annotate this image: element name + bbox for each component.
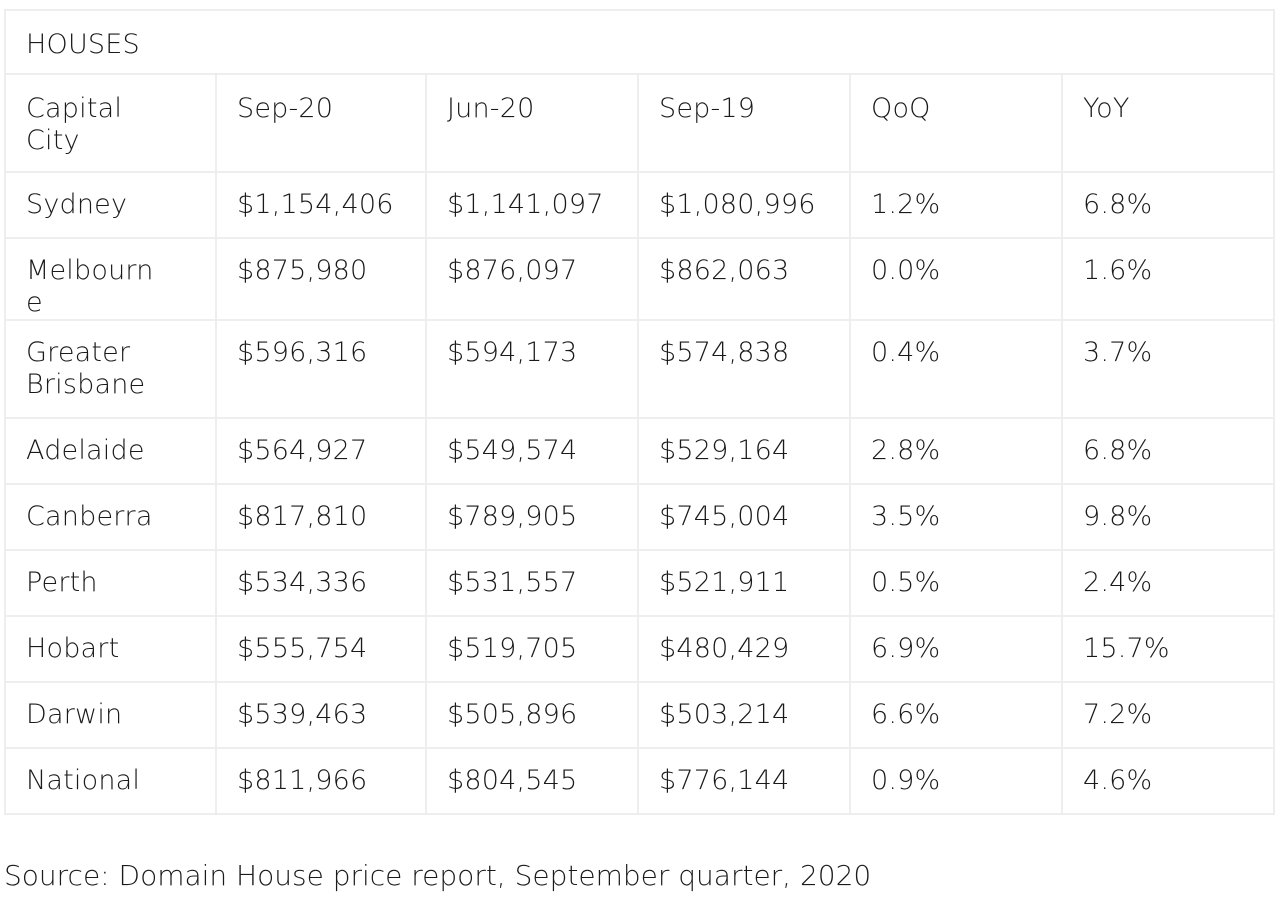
cell-sep-19: $1,080,996	[637, 171, 851, 239]
cell-yoy: 6.8%	[1060, 171, 1276, 239]
table-row: Canberra $817,810 $789,905 $745,004 3.5% 9.8%	[4, 483, 1276, 551]
cell-yoy: 6.8%	[1060, 417, 1276, 485]
cell-capital-city: Canberra	[4, 483, 217, 551]
cell-sep-20: $555,754	[215, 615, 427, 683]
cell-yoy: 7.2%	[1060, 681, 1276, 749]
cell-jun-20: $549,574	[425, 417, 639, 485]
cell-sep-19: $521,911	[637, 549, 851, 617]
cell-yoy: 1.6%	[1060, 237, 1276, 321]
cell-capital-city: Greater Brisbane	[4, 319, 217, 419]
table-row: Hobart $555,754 $519,705 $480,429 6.9% 15.7%	[4, 615, 1276, 683]
cell-jun-20: $876,097	[425, 237, 639, 321]
cell-yoy: 15.7%	[1060, 615, 1276, 683]
table-row: Perth $534,336 $531,557 $521,911 0.5% 2.4%	[4, 549, 1276, 617]
cell-sep-19: $529,164	[637, 417, 851, 485]
cell-capital-city: Darwin	[4, 681, 217, 749]
column-header-yoy: YoY	[1060, 73, 1276, 173]
cell-jun-20: $594,173	[425, 319, 639, 419]
cell-sep-20: $1,154,406	[215, 171, 427, 239]
cell-jun-20: $1,141,097	[425, 171, 639, 239]
cell-qoq: 0.0%	[849, 237, 1063, 321]
column-header-jun-20: Jun-20	[425, 73, 639, 173]
column-header-capital-city: Capital City	[4, 73, 217, 173]
cell-yoy: 4.6%	[1060, 747, 1276, 815]
table-row: Darwin $539,463 $505,896 $503,214 6.6% 7.2%	[4, 681, 1276, 749]
cell-qoq: 0.9%	[849, 747, 1063, 815]
cell-capital-city: Perth	[4, 549, 217, 617]
table-title: HOUSES	[3, 9, 1276, 75]
cell-capital-city: Hobart	[4, 615, 217, 683]
cell-sep-20: $534,336	[215, 549, 427, 617]
house-price-table: HOUSES Capital City Sep-20 Jun-20 Sep-19…	[3, 9, 1276, 815]
cell-jun-20: $505,896	[425, 681, 639, 749]
cell-sep-19: $776,144	[637, 747, 851, 815]
cell-jun-20: $531,557	[425, 549, 639, 617]
cell-qoq: 6.9%	[849, 615, 1063, 683]
price-table-container: HOUSES Capital City Sep-20 Jun-20 Sep-19…	[3, 9, 1276, 815]
table-header-row: Capital City Sep-20 Jun-20 Sep-19 QoQ Yo…	[4, 73, 1276, 173]
source-note: Source: Domain House price report, Septe…	[4, 859, 872, 892]
column-header-sep-20: Sep-20	[215, 73, 427, 173]
cell-sep-20: $596,316	[215, 319, 427, 419]
table-row: Sydney $1,154,406 $1,141,097 $1,080,996 1.2%…	[4, 171, 1276, 239]
cell-sep-20: $539,463	[215, 681, 427, 749]
cell-qoq: 0.5%	[849, 549, 1063, 617]
cell-sep-20: $875,980	[215, 237, 427, 321]
table-row: Adelaide $564,927 $549,574 $529,164 2.8% 6.8%	[4, 417, 1276, 485]
table-title-row: HOUSES	[3, 9, 1276, 75]
table-row: Melbourne $875,980 $876,097 $862,063 0.0% 1.6…	[4, 237, 1276, 321]
cell-qoq: 6.6%	[849, 681, 1063, 749]
cell-jun-20: $519,705	[425, 615, 639, 683]
cell-yoy: 9.8%	[1060, 483, 1276, 551]
cell-qoq: 0.4%	[849, 319, 1063, 419]
cell-qoq: 1.2%	[849, 171, 1063, 239]
column-header-sep-19: Sep-19	[637, 73, 851, 173]
cell-sep-20: $564,927	[215, 417, 427, 485]
cell-capital-city: Sydney	[4, 171, 217, 239]
cell-sep-19: $574,838	[637, 319, 851, 419]
cell-jun-20: $789,905	[425, 483, 639, 551]
cell-capital-city: National	[4, 747, 217, 815]
cell-sep-19: $503,214	[637, 681, 851, 749]
cell-qoq: 2.8%	[849, 417, 1063, 485]
cell-yoy: 2.4%	[1060, 549, 1276, 617]
cell-jun-20: $804,545	[425, 747, 639, 815]
cell-sep-19: $745,004	[637, 483, 851, 551]
cell-sep-19: $862,063	[637, 237, 851, 321]
cell-qoq: 3.5%	[849, 483, 1063, 551]
cell-sep-20: $811,966	[215, 747, 427, 815]
column-header-qoq: QoQ	[849, 73, 1063, 173]
cell-capital-city: Adelaide	[4, 417, 217, 485]
cell-capital-city: Melbourne	[4, 237, 217, 321]
cell-sep-20: $817,810	[215, 483, 427, 551]
table-row: National $811,966 $804,545 $776,144 0.9% 4.6%	[4, 747, 1276, 815]
cell-sep-19: $480,429	[637, 615, 851, 683]
table-row: Greater Brisbane $596,316 $594,173 $574,838…	[4, 319, 1276, 419]
cell-yoy: 3.7%	[1060, 319, 1276, 419]
